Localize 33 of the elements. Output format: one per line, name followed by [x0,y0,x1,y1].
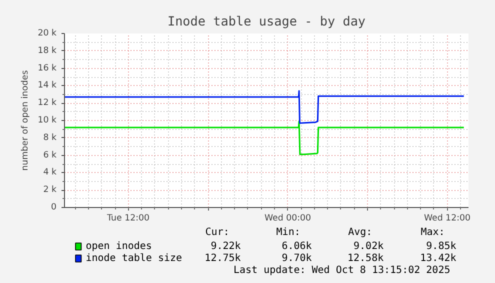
y-tick-label: 0 [50,202,57,212]
y-tick-label: 14 k [38,80,56,91]
chart-title: Inode table usage - by day [167,14,366,28]
text: 9.02k [354,241,384,252]
y-tick-label: 18 k [38,46,56,56]
legend-label: open inodes [86,241,152,252]
x-tick-label: Wed 12:00 [424,214,471,224]
text: 9.70k [282,253,312,264]
y-tick-label: 4 k [43,168,57,178]
text: 9.85k [426,241,456,252]
text: 6.06k [282,241,312,252]
y-tick-label: 10 k [38,116,56,126]
line-series [64,90,465,124]
legend-label: inode table size [86,253,182,264]
text: Avg: [348,227,372,238]
y-tick-label: 20 k [38,28,56,38]
x-tick-label: Wed 00:00 [264,214,312,224]
line-series [64,120,465,156]
x-tick-label: Tue 12:00 [106,214,150,224]
y-tick-label: 12 k [38,98,56,108]
text: Last update: Wed Oct 8 13:15:02 2025 [234,265,450,276]
y-tick-label: 2 k [43,185,57,196]
text: Min: [276,227,300,238]
text: 12.75k [204,253,241,264]
y-tick-label: 8 k [43,132,57,143]
text: Max: [420,227,445,238]
text: Cur: [205,227,230,238]
text: 13.42k [420,253,456,264]
text: 9.22k [210,241,241,252]
y-axis-title: number of open inodes [20,70,31,171]
text: 12.58k [347,253,384,264]
y-tick-label: 6 k [43,150,57,160]
y-tick-label: 16 k [38,63,56,74]
